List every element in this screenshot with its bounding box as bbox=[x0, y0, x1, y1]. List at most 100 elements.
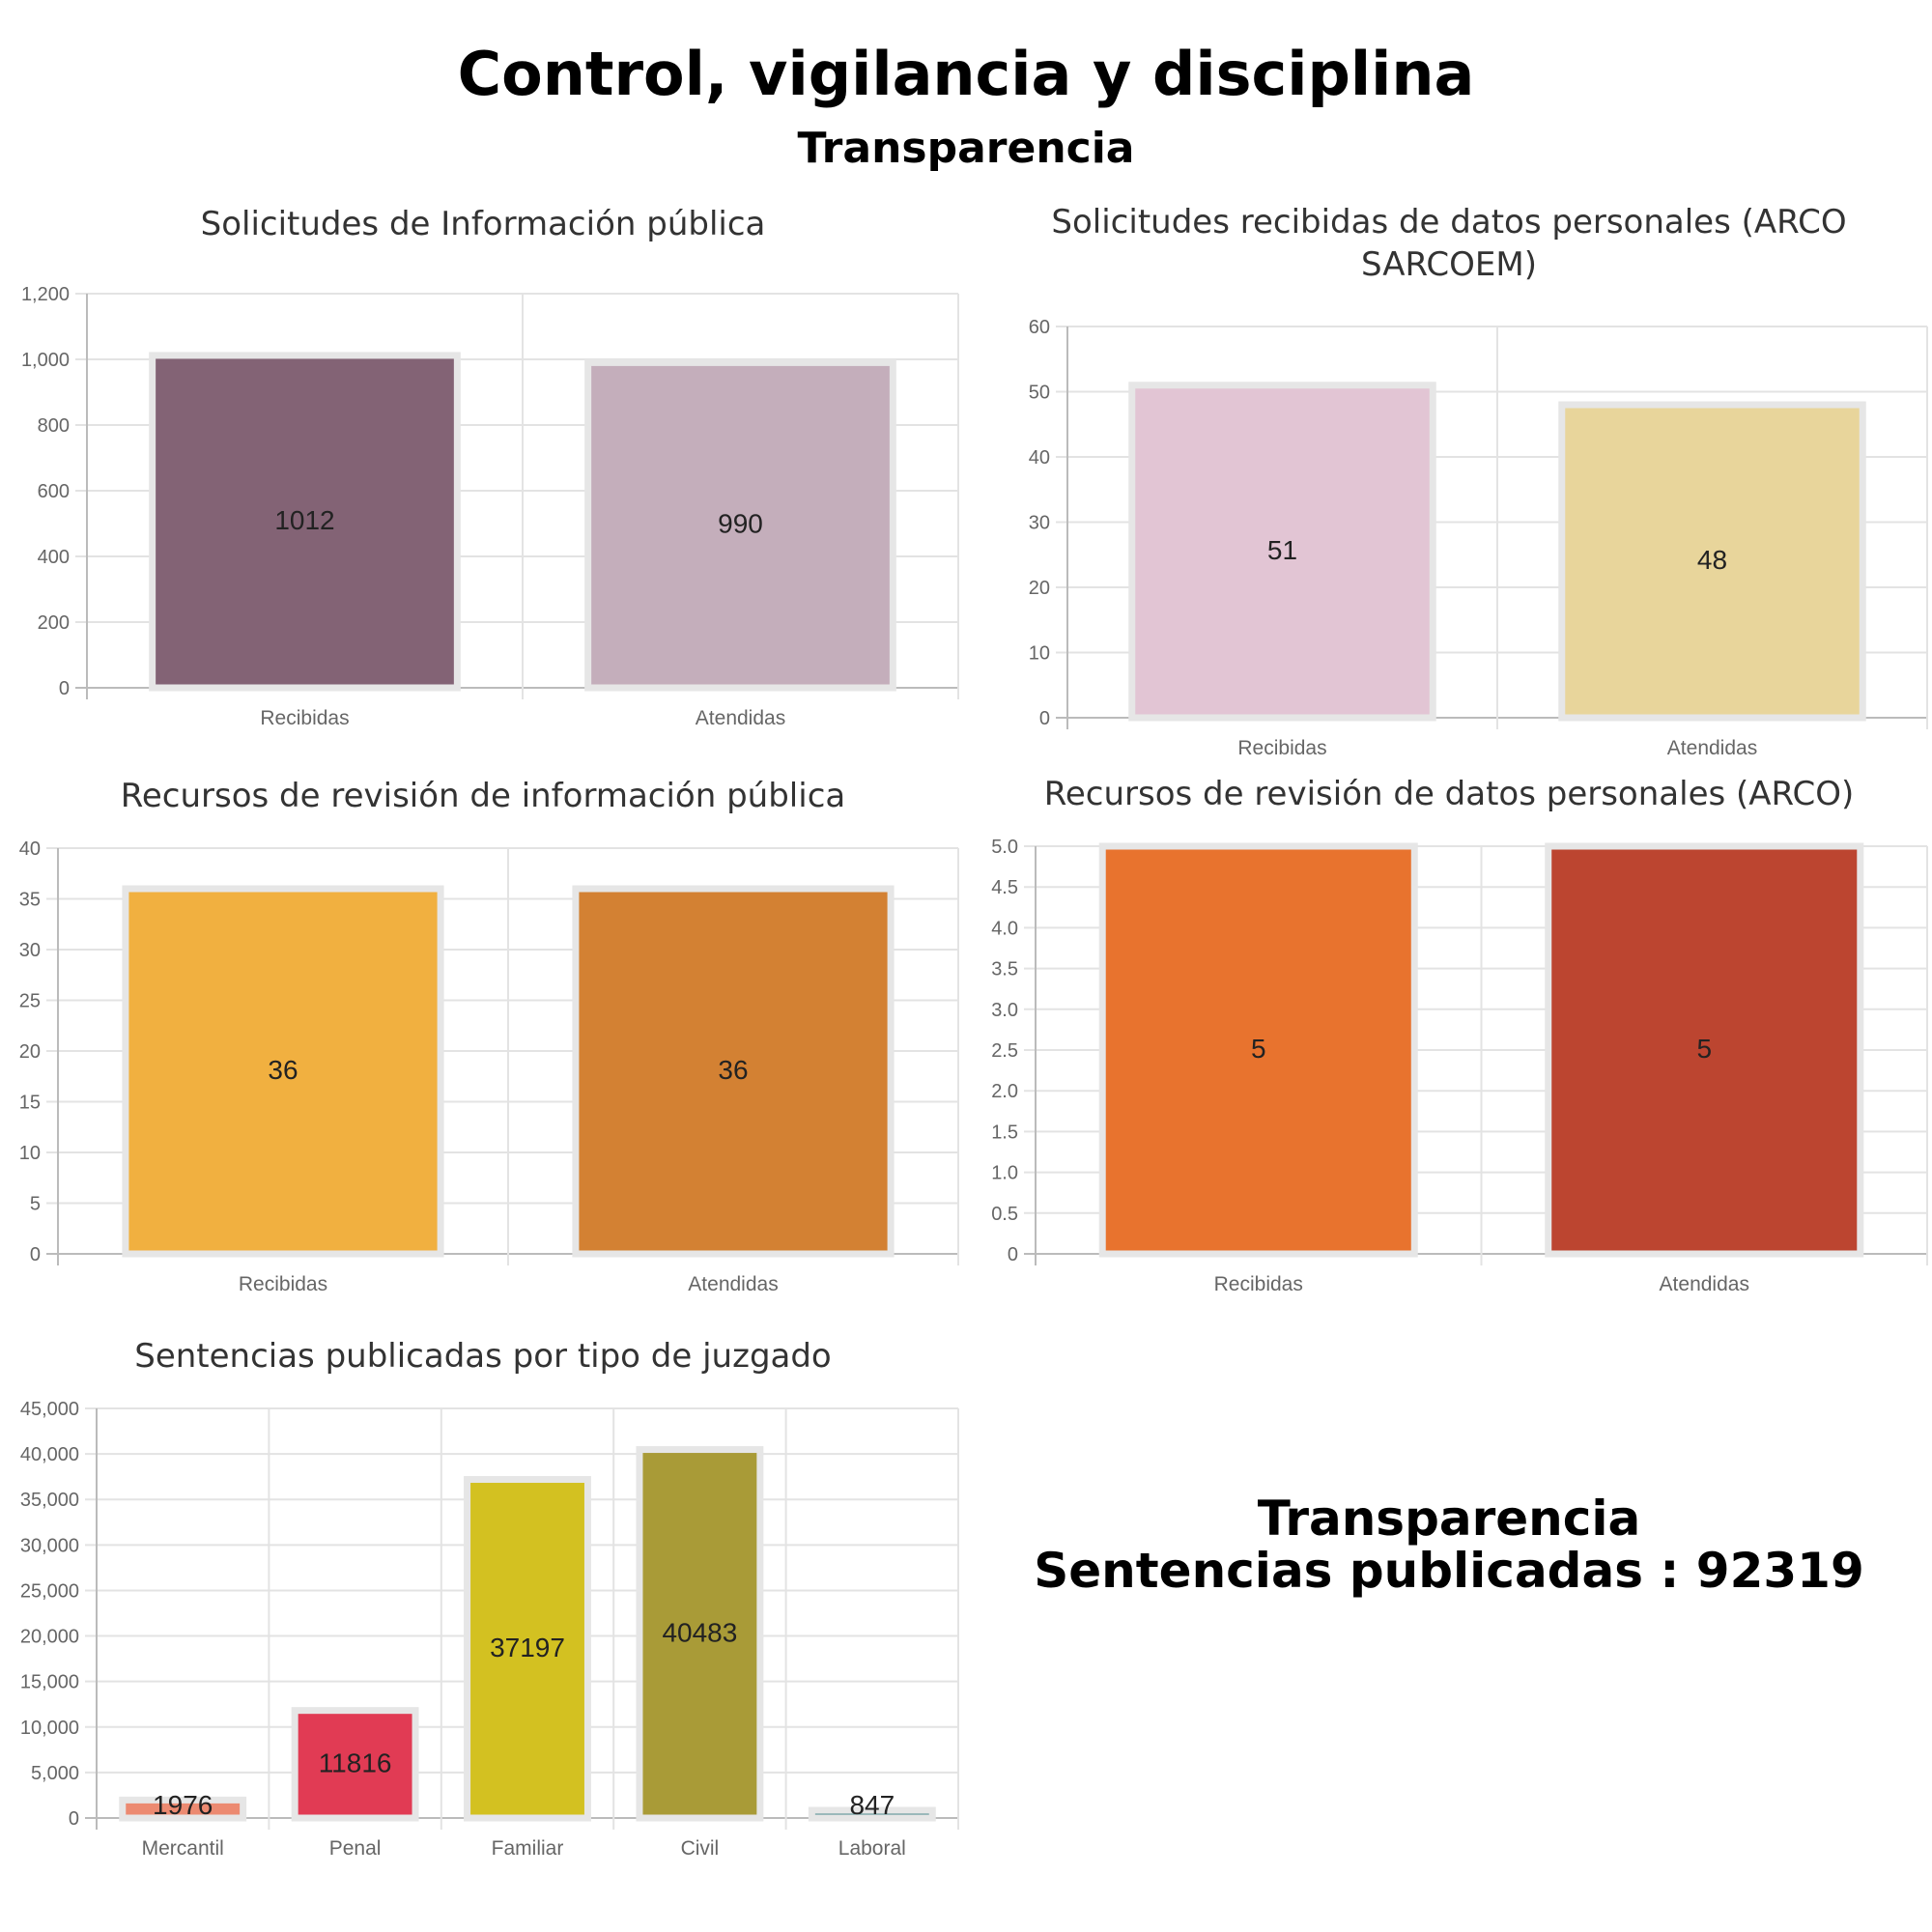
chart-title: Solicitudes recibidas de datos personale… bbox=[1051, 203, 1847, 284]
y-tick-label: 0.5 bbox=[991, 1204, 1018, 1225]
chart-title: Solicitudes de Información pública bbox=[200, 205, 766, 243]
x-tick-label: Mercantil bbox=[142, 1837, 224, 1860]
y-tick-label: 3.0 bbox=[991, 1000, 1018, 1021]
chart-panel-recursos-informacion: Recursos de revisión de información públ… bbox=[0, 773, 966, 1314]
bar-value-label: 11816 bbox=[319, 1747, 392, 1777]
bar-value-label: 1976 bbox=[153, 1790, 213, 1820]
x-tick-label: Atendidas bbox=[1667, 737, 1757, 759]
x-tick-label: Recibidas bbox=[260, 707, 349, 729]
bar-value-label: 990 bbox=[718, 509, 763, 539]
bar-value-label: 37197 bbox=[490, 1633, 565, 1662]
y-tick-label: 45,000 bbox=[20, 1399, 79, 1420]
y-tick-label: 30 bbox=[1029, 513, 1050, 534]
bar-penal[interactable] bbox=[291, 1707, 419, 1822]
bar-chart: 0 0.5 1.0 1.5 2.0 2.5 3.0 3.5 4.0 4.5 5.0 5 Recibida… bbox=[991, 837, 1928, 1295]
y-tick-label: 40,000 bbox=[20, 1444, 79, 1465]
bar-chart: 0 5 10 15 20 25 30 35 40 36 Recibidas 36 Atendidas bbox=[19, 838, 959, 1295]
x-tick-label: Recibidas bbox=[1214, 1273, 1303, 1295]
y-tick-label: 25,000 bbox=[20, 1580, 79, 1602]
y-tick-label: 10 bbox=[19, 1143, 41, 1164]
bar-value-label: 5 bbox=[1696, 1034, 1712, 1064]
y-tick-label: 25 bbox=[19, 991, 41, 1012]
bar-recibidas[interactable] bbox=[122, 885, 444, 1258]
y-tick-label: 800 bbox=[38, 415, 70, 437]
bar-value-label: 847 bbox=[849, 1790, 895, 1820]
bar-recibidas[interactable] bbox=[149, 352, 461, 692]
chart-title: Recursos de revisión de datos personales… bbox=[1043, 775, 1855, 813]
y-tick-label: 10,000 bbox=[20, 1718, 79, 1739]
summary-heading: Transparencia bbox=[1257, 1491, 1641, 1547]
y-tick-label: 60 bbox=[1029, 317, 1050, 338]
bar-chart: 0 5,000 10,000 15,000 20,000 25,000 30,000 35,0… bbox=[20, 1399, 959, 1860]
summary-box: Transparencia Sentencias publicadas : 92… bbox=[966, 1492, 1932, 1597]
y-tick-label: 2.5 bbox=[991, 1040, 1018, 1062]
summary-label: Sentencias publicadas : bbox=[1034, 1543, 1680, 1599]
chart-panel-sentencias: Sentencias publicadas por tipo de juzgad… bbox=[0, 1333, 966, 1874]
bar-value-label: 40483 bbox=[662, 1617, 737, 1647]
y-tick-label: 40 bbox=[19, 838, 41, 860]
y-tick-label: 4.0 bbox=[991, 918, 1018, 939]
y-tick-label: 3.5 bbox=[991, 959, 1018, 980]
page-subtitle: Transparencia bbox=[797, 124, 1135, 173]
bar-atendidas[interactable] bbox=[1558, 401, 1866, 722]
bar-value-label: 51 bbox=[1267, 535, 1297, 565]
chart-panel-solicitudes-arco: Solicitudes recibidas de datos personale… bbox=[966, 201, 1932, 771]
bar-chart: 0 200 400 600 800 1,000 1,200 1012 Recibidas 990 A… bbox=[21, 284, 959, 729]
chart-panel-solicitudes-informacion: Solicitudes de Información pública 0 200 4… bbox=[0, 203, 966, 753]
y-tick-label: 30,000 bbox=[20, 1535, 79, 1556]
bar-value-label: 1012 bbox=[274, 505, 334, 535]
bar-recibidas[interactable] bbox=[1098, 842, 1418, 1258]
y-tick-label: 5 bbox=[30, 1194, 41, 1215]
y-tick-label: 30 bbox=[19, 940, 41, 961]
y-tick-label: 0 bbox=[59, 678, 70, 699]
bar-atendidas[interactable] bbox=[572, 885, 895, 1258]
y-tick-label: 15,000 bbox=[20, 1672, 79, 1693]
x-tick-label: Atendidas bbox=[1660, 1273, 1749, 1295]
bar-atendidas[interactable] bbox=[584, 358, 896, 692]
bar-value-label: 36 bbox=[268, 1055, 298, 1085]
chart-title: Recursos de revisión de información públ… bbox=[120, 777, 846, 815]
y-tick-label: 10 bbox=[1029, 643, 1050, 665]
x-tick-label: Penal bbox=[329, 1837, 382, 1860]
y-tick-label: 200 bbox=[38, 612, 70, 634]
chart-panel-recursos-arco: Recursos de revisión de datos personales… bbox=[966, 773, 1932, 1314]
y-tick-label: 1.5 bbox=[991, 1122, 1018, 1143]
y-tick-label: 1.0 bbox=[991, 1163, 1018, 1184]
bar-atendidas[interactable] bbox=[1545, 842, 1864, 1258]
bar-chart: 0 10 20 30 40 50 60 51 Recibidas 48 Atendidas bbox=[1029, 317, 1928, 759]
y-tick-label: 5.0 bbox=[991, 837, 1018, 858]
page-title: Control, vigilancia y disciplina bbox=[457, 39, 1475, 109]
y-tick-label: 20,000 bbox=[20, 1627, 79, 1648]
x-tick-label: Atendidas bbox=[696, 707, 785, 729]
y-tick-label: 35 bbox=[19, 890, 41, 911]
bar-mercantil[interactable] bbox=[119, 1796, 247, 1822]
y-tick-label: 600 bbox=[38, 481, 70, 502]
bar-laboral[interactable] bbox=[808, 1806, 936, 1822]
y-tick-label: 0 bbox=[1008, 1244, 1018, 1265]
y-tick-label: 20 bbox=[19, 1041, 41, 1063]
y-tick-label: 4.5 bbox=[991, 877, 1018, 898]
y-tick-label: 1,200 bbox=[21, 284, 70, 305]
x-tick-label: Recibidas bbox=[239, 1273, 327, 1295]
bar-recibidas[interactable] bbox=[1128, 382, 1436, 722]
x-tick-label: Atendidas bbox=[688, 1273, 778, 1295]
y-tick-label: 5,000 bbox=[31, 1763, 79, 1784]
y-tick-label: 15 bbox=[19, 1093, 41, 1114]
y-tick-label: 1,000 bbox=[21, 350, 70, 371]
x-tick-label: Recibidas bbox=[1237, 737, 1326, 759]
y-tick-label: 50 bbox=[1029, 383, 1050, 404]
x-tick-label: Familiar bbox=[492, 1837, 564, 1860]
y-tick-label: 0 bbox=[69, 1808, 79, 1830]
y-tick-label: 40 bbox=[1029, 447, 1050, 469]
summary-value: 92319 bbox=[1695, 1543, 1864, 1599]
y-tick-label: 0 bbox=[30, 1244, 41, 1265]
bar-value-label: 5 bbox=[1251, 1034, 1266, 1064]
chart-title: Sentencias publicadas por tipo de juzgad… bbox=[134, 1337, 832, 1376]
bar-familiar[interactable] bbox=[464, 1476, 591, 1822]
y-tick-label: 400 bbox=[38, 547, 70, 568]
x-tick-label: Civil bbox=[681, 1837, 720, 1860]
y-tick-label: 2.0 bbox=[991, 1081, 1018, 1102]
bar-value-label: 36 bbox=[718, 1055, 748, 1085]
bar-value-label: 48 bbox=[1697, 545, 1727, 575]
bar-civil[interactable] bbox=[636, 1446, 764, 1822]
